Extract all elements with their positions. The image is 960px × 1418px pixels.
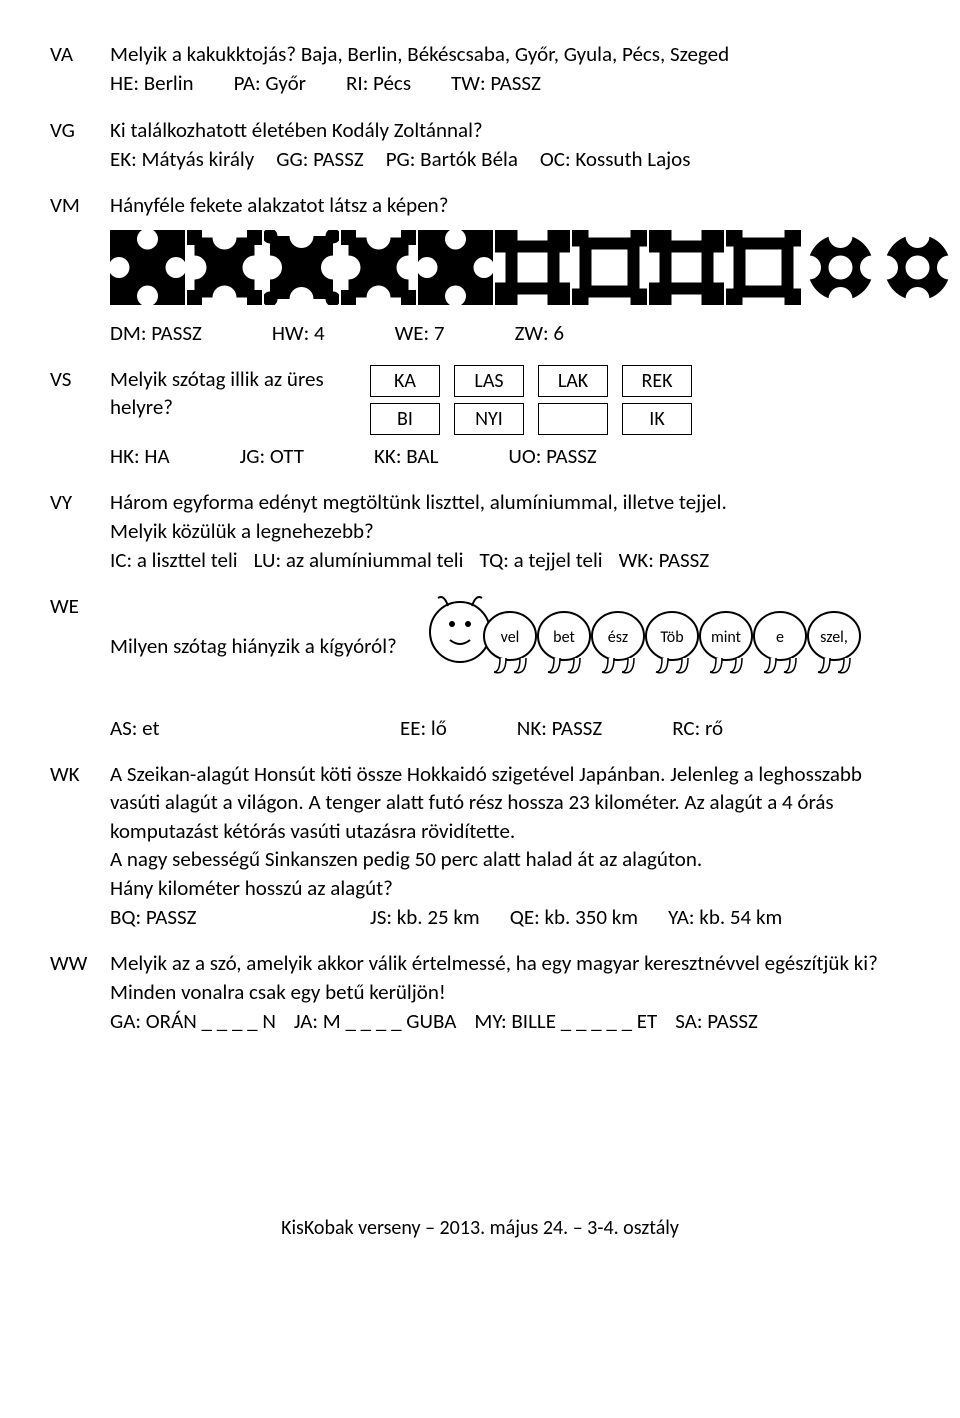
shape-f	[880, 230, 955, 305]
shape-f	[803, 230, 878, 305]
question-we: WE Milyen szótag hiányzik a kígyóról? ve…	[50, 592, 910, 742]
wk-para3: Hány kilométer hosszú az alagút?	[110, 874, 910, 902]
ans-we: WE: 7	[395, 319, 445, 347]
code-vg: VG	[50, 116, 110, 174]
question-text: Hányféle fekete alakzatot látsz a képen?	[110, 191, 955, 219]
question-wk: WK A Szeikan-alagút Honsút köti össze Ho…	[50, 760, 910, 931]
ans-as: AS: et	[110, 714, 330, 742]
syll-empty	[538, 403, 608, 435]
ww-q1: Melyik az a szó, amelyik akkor válik ért…	[110, 949, 910, 1006]
answers-va: HE: Berlin PA: Győr RI: Pécs TW: PASSZ	[110, 69, 910, 97]
ans-pa: PA: Győr	[234, 69, 306, 97]
question-text: Ki találkozhatott életében Kodály Zoltán…	[110, 116, 910, 144]
ans-sa: SA: PASSZ	[675, 1007, 758, 1035]
ans-ek: EK: Mátyás király	[110, 145, 254, 173]
ans-ee: EE: lő	[400, 714, 447, 742]
ans-uo: UO: PASSZ	[508, 442, 596, 470]
ans-bq: BQ: PASSZ	[110, 903, 340, 931]
code-vm: VM	[50, 191, 110, 347]
answers-we: AS: et EE: lő NK: PASSZ RC: rő	[110, 714, 910, 742]
question-text: Melyik a kakukktojás? Baja, Berlin, Béké…	[110, 40, 910, 68]
shape-e	[572, 230, 647, 305]
code-va: VA	[50, 40, 110, 98]
ans-qe: QE: kb. 350 km	[510, 903, 638, 931]
svg-text:szel,: szel,	[820, 628, 848, 647]
shape-d	[649, 230, 724, 305]
syll-ik: IK	[622, 403, 692, 435]
ans-gg: GG: PASSZ	[276, 145, 363, 173]
svg-text:e: e	[776, 628, 784, 647]
ans-kk: KK: BAL	[374, 442, 438, 470]
ans-ja: JA: M _ _ _ _ GUBA	[294, 1007, 456, 1035]
footer: KisKobak verseny – 2013. május 24. – 3-4…	[50, 1215, 910, 1242]
ans-wk: WK: PASSZ	[619, 546, 710, 574]
ans-ya: YA: kb. 54 km	[668, 903, 782, 931]
svg-text:mint: mint	[711, 628, 742, 647]
wk-para2: A nagy sebességű Sinkanszen pedig 50 per…	[110, 845, 910, 873]
code-ww: WW	[50, 949, 110, 1035]
ans-hk: HK: HA	[110, 442, 170, 470]
syll-bi: BI	[370, 403, 440, 435]
question-va: VA Melyik a kakukktojás? Baja, Berlin, B…	[50, 40, 910, 98]
vs-line2: helyre?	[110, 393, 350, 421]
ans-ri: RI: Pécs	[346, 69, 411, 97]
we-question: Milyen szótag hiányzik a kígyóról?	[110, 632, 410, 660]
vs-line1: Melyik szótag illik az üres	[110, 365, 350, 393]
question-vy: VY Három egyforma edényt megtöltünk lisz…	[50, 488, 910, 574]
answers-ww: GA: ORÁN _ _ _ _ N JA: M _ _ _ _ GUBA MY…	[110, 1007, 910, 1035]
vy-q2: Melyik közülük a legnehezebb?	[110, 517, 910, 545]
syll-las: LAS	[454, 365, 524, 397]
ans-tq: TQ: a tejjel teli	[479, 546, 602, 574]
ans-nk: NK: PASSZ	[517, 714, 602, 742]
answers-vg: EK: Mátyás király GG: PASSZ PG: Bartók B…	[110, 145, 910, 173]
shape-c	[264, 230, 339, 305]
svg-text:vel: vel	[501, 628, 520, 647]
svg-text:Töb: Töb	[660, 628, 683, 647]
shape-a	[110, 230, 185, 305]
question-ww: WW Melyik az a szó, amelyik akkor válik …	[50, 949, 910, 1035]
answers-vm: DM: PASSZ HW: 4 WE: 7 ZW: 6	[110, 319, 955, 347]
question-vg: VG Ki találkozhatott életében Kodály Zol…	[50, 116, 910, 174]
shape-d	[495, 230, 570, 305]
ans-he: HE: Berlin	[110, 69, 194, 97]
code-vy: VY	[50, 488, 110, 574]
ans-tw: TW: PASSZ	[451, 69, 541, 97]
syll-lak: LAK	[538, 365, 608, 397]
question-vs: VS Melyik szótag illik az üres helyre? K…	[50, 365, 910, 470]
ans-ga: GA: ORÁN _ _ _ _ N	[110, 1007, 276, 1035]
code-vs: VS	[50, 365, 110, 470]
ans-zw: ZW: 6	[515, 319, 564, 347]
answers-wk: BQ: PASSZ JS: kb. 25 km QE: kb. 350 km Y…	[110, 903, 910, 931]
caterpillar-icon: vel bet ész Töb mint e szel,	[420, 592, 900, 699]
ans-hw: HW: 4	[272, 319, 325, 347]
code-wk: WK	[50, 760, 110, 931]
shape-e	[726, 230, 801, 305]
syll-ka: KA	[370, 365, 440, 397]
shape-b	[341, 230, 416, 305]
ans-dm: DM: PASSZ	[110, 319, 202, 347]
syllable-grid: KA BI LAS NYI LAK REK IK	[370, 365, 692, 435]
syll-rek: REK	[622, 365, 692, 397]
svg-text:ész: ész	[608, 628, 628, 647]
ans-lu: LU: az alumíniummal teli	[254, 546, 464, 574]
svg-text:bet: bet	[553, 628, 575, 647]
ans-my: MY: BILLE _ _ _ _ _ ET	[474, 1007, 657, 1035]
shape-b	[187, 230, 262, 305]
syll-nyi: NYI	[454, 403, 524, 435]
shape-a	[418, 230, 493, 305]
answers-vy: IC: a liszttel teli LU: az alumíniummal …	[110, 546, 910, 574]
ans-oc: OC: Kossuth Lajos	[540, 145, 691, 173]
shapes-row	[110, 230, 955, 305]
wk-para: A Szeikan-alagút Honsút köti össze Hokka…	[110, 760, 910, 845]
ans-ic: IC: a liszttel teli	[110, 546, 238, 574]
ans-rc: RC: rő	[672, 714, 723, 742]
ans-pg: PG: Bartók Béla	[386, 145, 518, 173]
question-vm: VM Hányféle fekete alakzatot látsz a kép…	[50, 191, 910, 347]
vy-q1: Három egyforma edényt megtöltünk lisztte…	[110, 488, 910, 516]
ans-js: JS: kb. 25 km	[370, 903, 480, 931]
code-we: WE	[50, 592, 110, 742]
answers-vs: HK: HA JG: OTT KK: BAL UO: PASSZ	[110, 442, 910, 470]
ans-jg: JG: OTT	[240, 442, 304, 470]
